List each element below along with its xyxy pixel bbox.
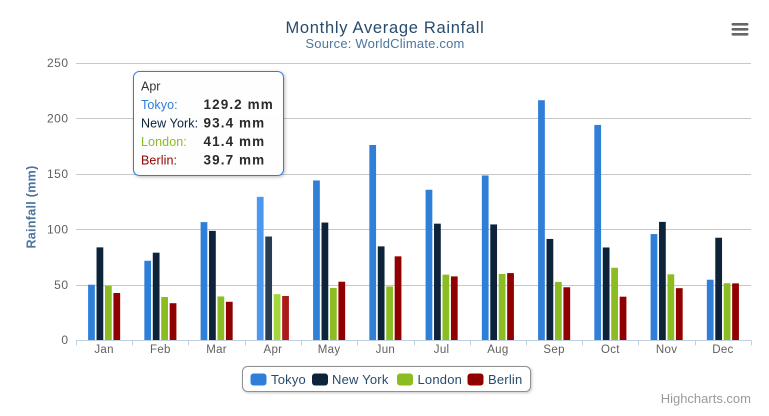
svg-text:Nov: Nov xyxy=(656,344,677,356)
svg-text:Monthly Average Rainfall: Monthly Average Rainfall xyxy=(285,19,484,37)
svg-text:Dec: Dec xyxy=(712,344,733,356)
svg-text:200: 200 xyxy=(47,112,69,126)
svg-text:93.4 mm: 93.4 mm xyxy=(204,116,266,131)
svg-text:Tokyo: Tokyo xyxy=(271,372,306,387)
svg-text:Feb: Feb xyxy=(150,344,171,356)
svg-text:250: 250 xyxy=(47,56,69,70)
svg-text:New York:: New York: xyxy=(141,117,198,131)
svg-text:41.4 mm: 41.4 mm xyxy=(204,134,266,149)
svg-text:Oct: Oct xyxy=(601,344,620,356)
svg-text:Tokyo:: Tokyo: xyxy=(141,98,178,112)
svg-text:Jul: Jul xyxy=(434,344,450,356)
svg-text:Berlin: Berlin xyxy=(488,372,522,387)
svg-text:Berlin:: Berlin: xyxy=(141,154,177,168)
svg-text:Apr: Apr xyxy=(141,80,160,94)
svg-text:150: 150 xyxy=(47,167,69,181)
svg-text:100: 100 xyxy=(47,222,69,236)
svg-text:London:: London: xyxy=(141,135,187,149)
svg-text:39.7 mm: 39.7 mm xyxy=(204,153,266,168)
svg-text:London: London xyxy=(418,372,463,387)
svg-text:New York: New York xyxy=(332,372,389,387)
svg-text:Sep: Sep xyxy=(543,344,564,356)
svg-text:May: May xyxy=(318,344,341,356)
svg-text:Source: WorldClimate.com: Source: WorldClimate.com xyxy=(305,36,464,51)
svg-text:0: 0 xyxy=(61,333,68,347)
svg-text:50: 50 xyxy=(54,278,68,292)
svg-text:Apr: Apr xyxy=(264,344,283,356)
svg-text:Jan: Jan xyxy=(94,344,113,356)
svg-text:Jun: Jun xyxy=(376,344,395,356)
svg-text:129.2 mm: 129.2 mm xyxy=(204,97,274,112)
svg-text:Rainfall (mm): Rainfall (mm) xyxy=(25,165,39,248)
svg-text:Mar: Mar xyxy=(206,344,227,356)
svg-text:Highcharts.com: Highcharts.com xyxy=(661,391,751,406)
svg-text:Aug: Aug xyxy=(487,344,508,356)
